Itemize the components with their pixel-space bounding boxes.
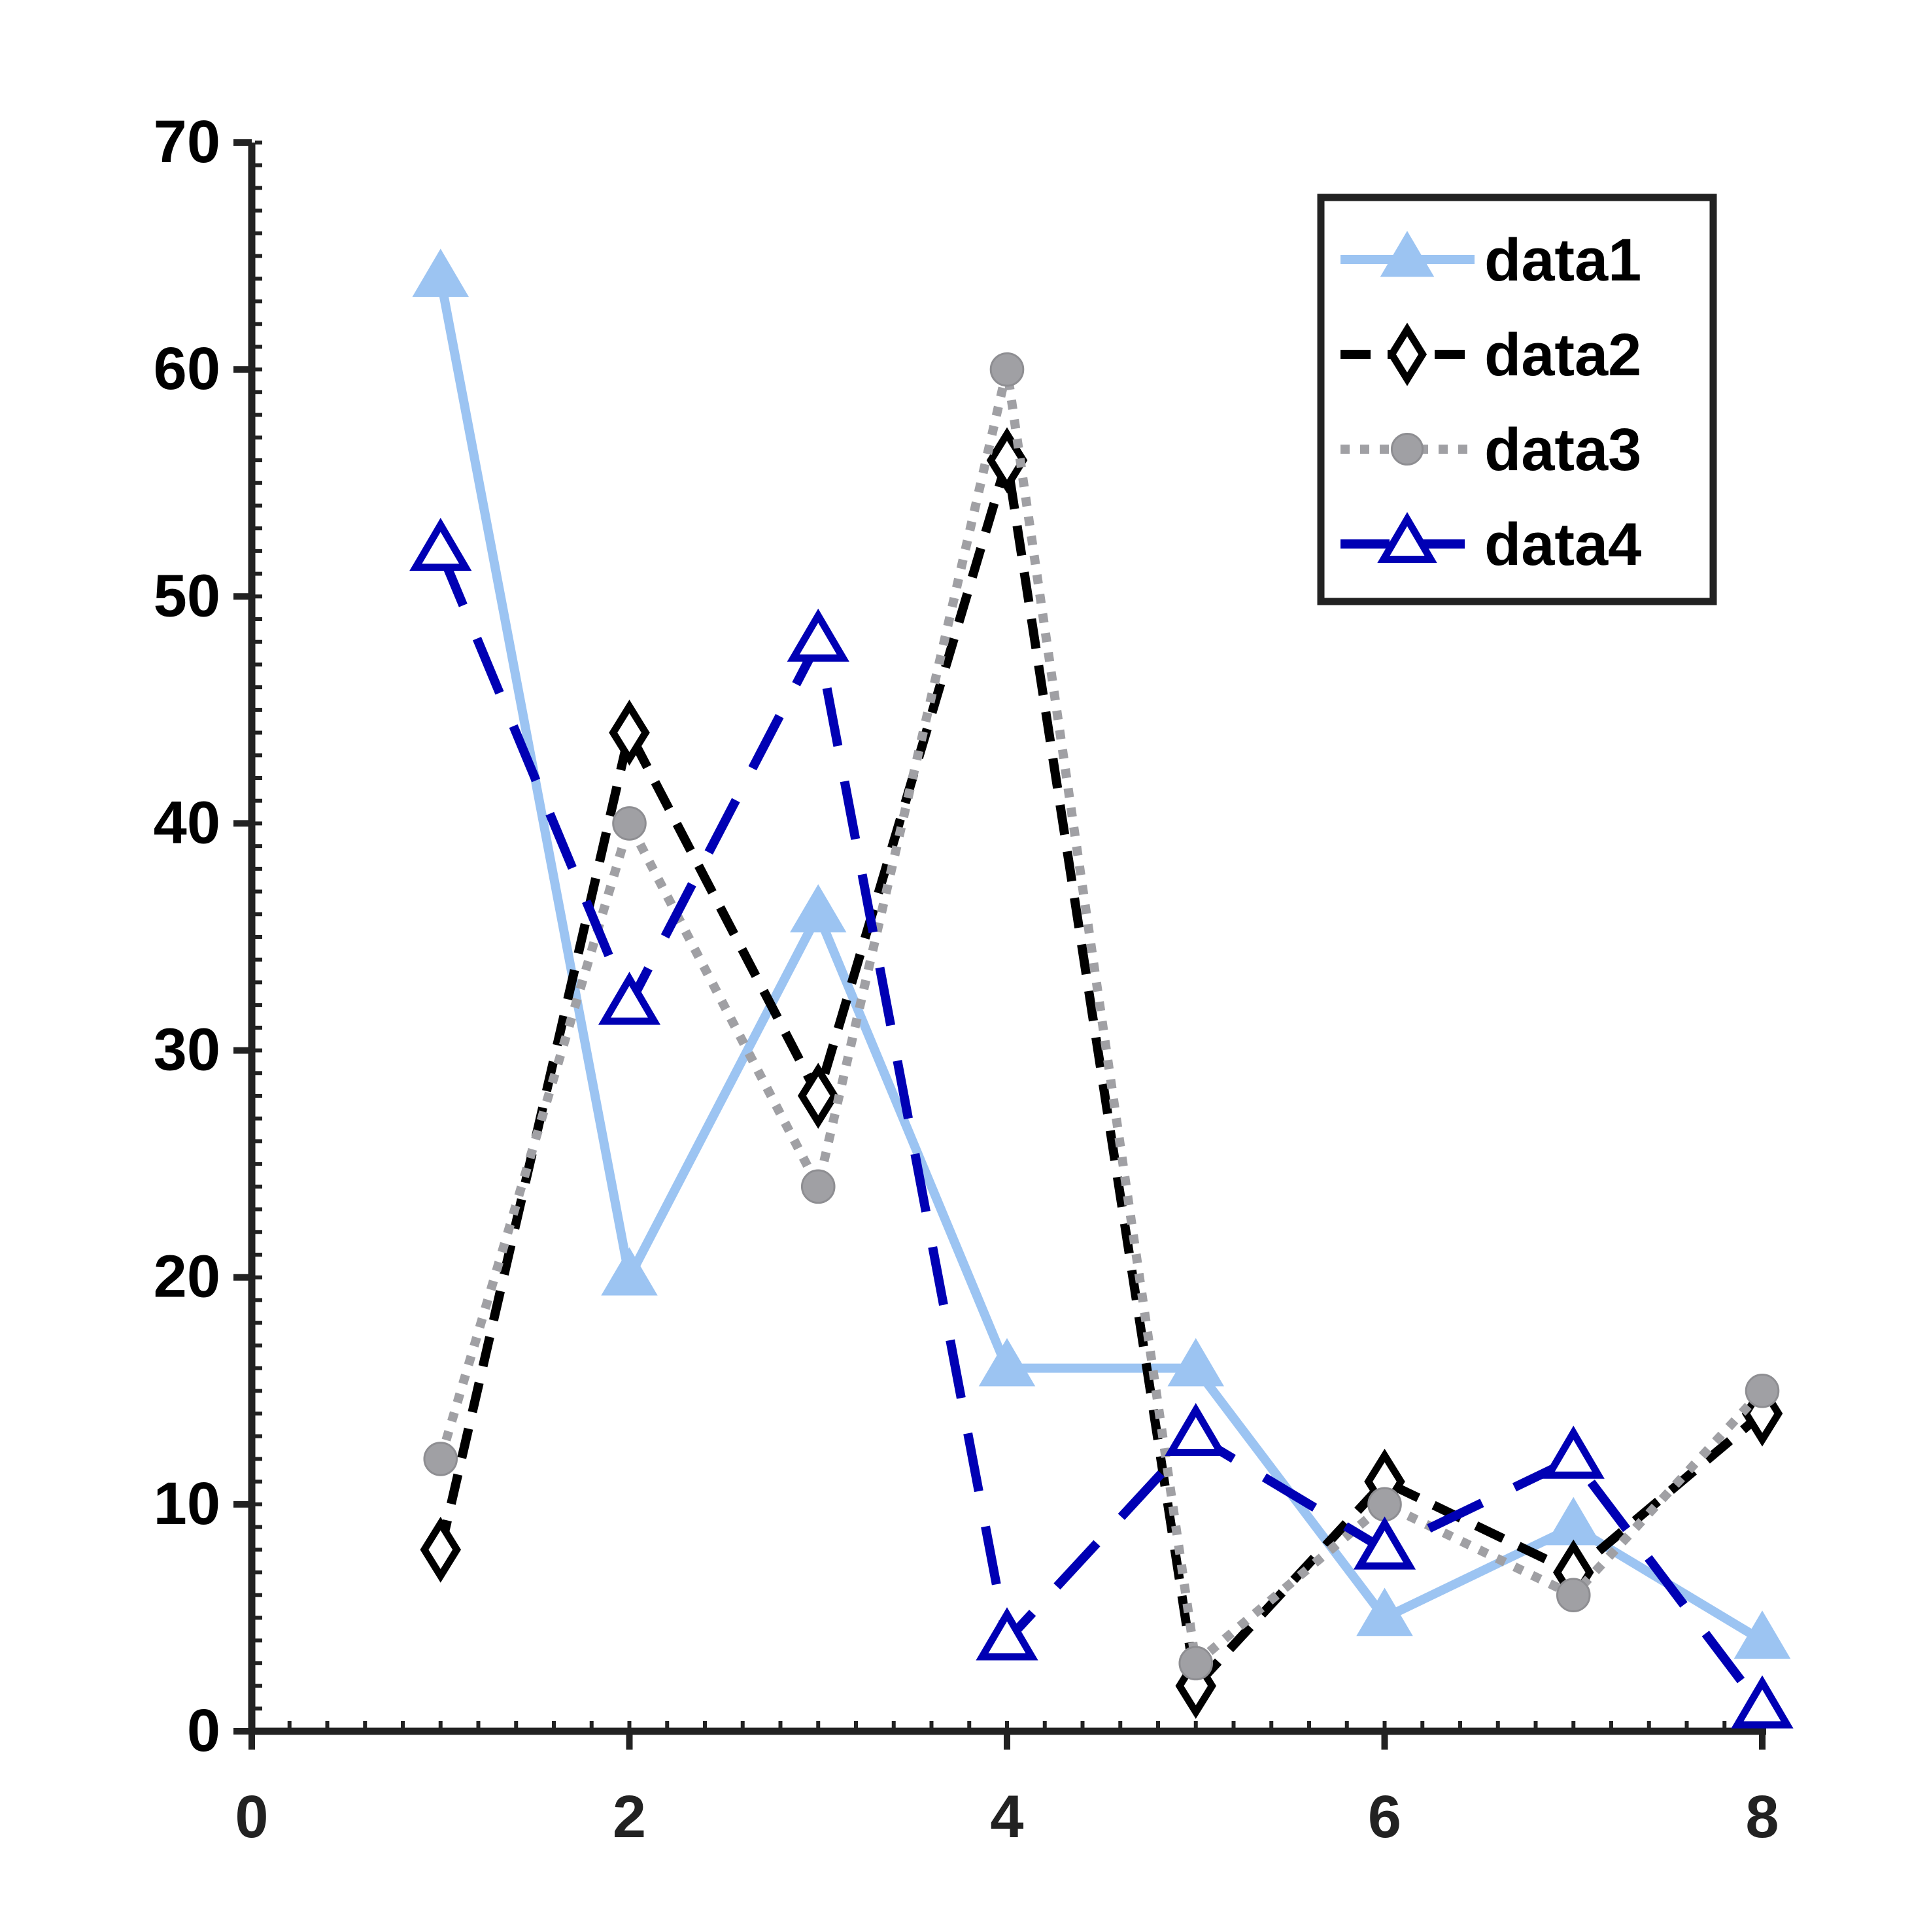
x-tick-label: 6	[1368, 1784, 1401, 1850]
series-data4	[409, 517, 1794, 1729]
y-tick-label: 20	[154, 1244, 220, 1310]
x-tick-label: 0	[235, 1784, 268, 1850]
data-point	[1367, 1487, 1402, 1522]
legend-label: data1	[1484, 227, 1641, 294]
data-point	[978, 1338, 1036, 1387]
data-point	[800, 1169, 836, 1204]
data-point	[976, 1607, 1038, 1661]
legend-label: data3	[1484, 416, 1641, 483]
data-point	[420, 1516, 462, 1583]
data-point	[601, 1247, 658, 1296]
legend: data1 data2 data3 data4	[1317, 194, 1717, 605]
legend-entry: data4	[1340, 511, 1641, 578]
x-tick-label: 4	[990, 1784, 1023, 1850]
data-point	[1733, 1610, 1791, 1659]
legend-marker-data2	[1387, 322, 1427, 386]
data-point	[1542, 1425, 1605, 1479]
legend-label: data2	[1484, 322, 1641, 388]
x-tick-label: 2	[613, 1784, 646, 1850]
data-point	[797, 1062, 839, 1129]
data-point	[423, 1442, 458, 1476]
data-point	[1353, 1516, 1416, 1570]
legend-box	[1317, 194, 1717, 605]
y-tick-label: 30	[154, 1017, 220, 1083]
legend-entry: data2	[1340, 322, 1641, 388]
data-point	[989, 352, 1025, 387]
data-point	[1745, 1373, 1780, 1408]
legend-entry: data3	[1340, 416, 1641, 483]
data-point	[790, 884, 847, 933]
series-data1	[412, 248, 1791, 1659]
data-point	[409, 517, 472, 571]
axes: 0 10 20 30 40 50 60 70 0 2 4 6 8	[154, 109, 1779, 1850]
data-point	[1356, 1587, 1413, 1636]
y-tick-label: 50	[154, 562, 220, 629]
y-tick-label: 40	[154, 789, 220, 856]
legend-marker-data3	[1390, 432, 1424, 466]
data-point	[1556, 1578, 1591, 1613]
series-line-data2	[435, 456, 1766, 1691]
data-point	[1165, 1402, 1227, 1457]
series-layer	[409, 248, 1794, 1729]
series-line-data3	[436, 365, 1766, 1668]
data-point	[1545, 1497, 1602, 1546]
data-point	[612, 806, 647, 841]
legend-marker-data4	[1377, 512, 1437, 564]
data-point	[1167, 1338, 1224, 1387]
y-tick-label: 10	[154, 1470, 220, 1537]
legend-marker-data1	[1380, 231, 1435, 277]
data-point	[609, 700, 650, 766]
data-point	[598, 972, 661, 1025]
legend-entry: data1	[1340, 227, 1641, 294]
data-point	[787, 608, 849, 662]
y-tick-label: 70	[154, 109, 220, 175]
data-point	[1178, 1646, 1214, 1681]
series-line-data4	[436, 549, 1766, 1712]
y-tick-label: 0	[187, 1697, 220, 1764]
legend-label: data4	[1484, 511, 1641, 578]
y-tick-label: 60	[154, 335, 220, 402]
series-line-data1	[435, 277, 1765, 1645]
x-tick-label: 8	[1745, 1784, 1779, 1850]
data-point	[1731, 1675, 1794, 1729]
data-point	[412, 248, 469, 297]
